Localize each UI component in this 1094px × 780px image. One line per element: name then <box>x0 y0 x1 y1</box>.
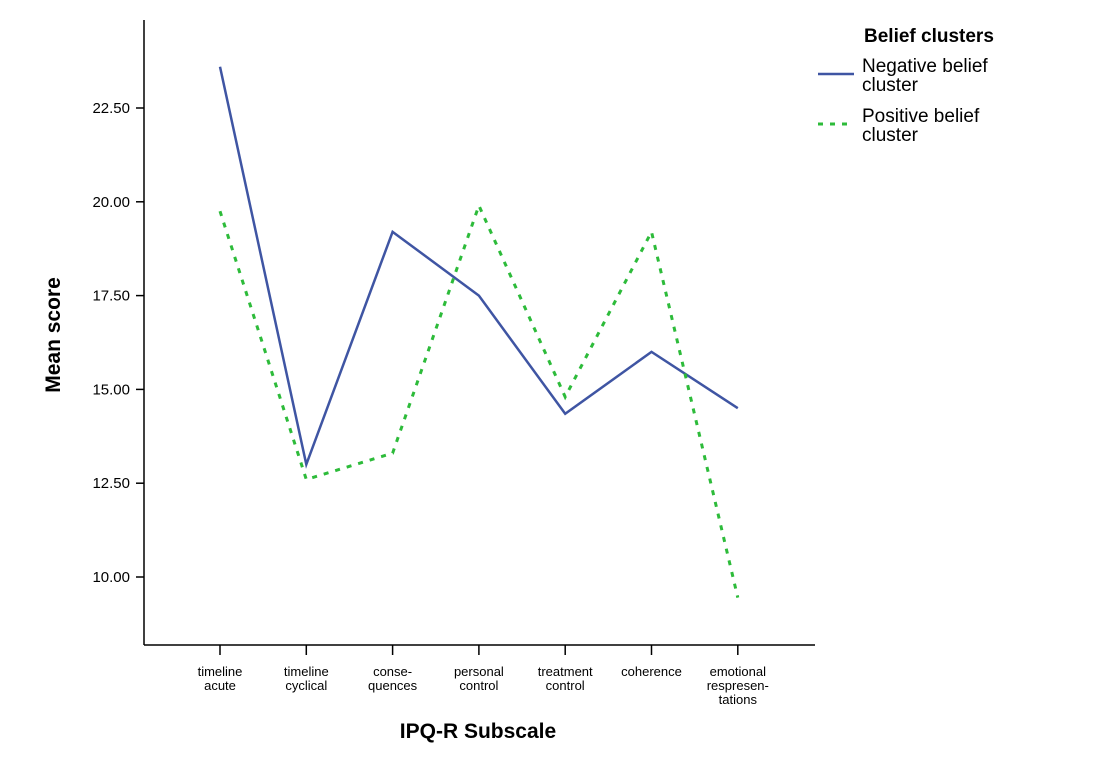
legend-label: Negative belief cluster <box>862 56 988 96</box>
series-lines <box>218 66 740 598</box>
x-ticks: timeline acute timeline cyclical conse-quenc… <box>198 645 769 707</box>
x-tick-label: emotional respresen-tations <box>707 664 769 707</box>
y-tick-label: 15.00 <box>92 381 130 398</box>
y-axis-title: Mean score <box>42 277 65 393</box>
y-tick-label: 22.50 <box>92 100 130 117</box>
x-axis-title: IPQ-R Subscale <box>400 720 556 743</box>
legend-title: Belief clusters <box>864 26 994 47</box>
chart-axes <box>143 20 815 646</box>
x-tick-label: treatment control <box>538 664 593 693</box>
x-tick-label: timeline acute <box>198 664 243 693</box>
x-tick-label: personal control <box>454 664 504 693</box>
y-tick-label: 10.00 <box>92 569 130 586</box>
x-tick-label: coherence <box>621 664 682 679</box>
x-tick-label: conse-quences <box>368 664 418 693</box>
x-tick-label: timeline cyclical <box>284 664 329 693</box>
y-tick-label: 12.50 <box>92 475 130 492</box>
series-line-negative <box>218 66 739 469</box>
legend: Belief clusters Negative belief cluster Po… <box>818 26 994 146</box>
legend-label: Positive belief cluster <box>862 106 980 146</box>
y-tick-label: 20.00 <box>92 194 130 211</box>
y-ticks: 10.00 12.50 15.00 17.50 20.00 22.50 <box>92 100 144 586</box>
series-line-positive <box>218 201 740 598</box>
y-tick-label: 17.50 <box>92 288 130 305</box>
